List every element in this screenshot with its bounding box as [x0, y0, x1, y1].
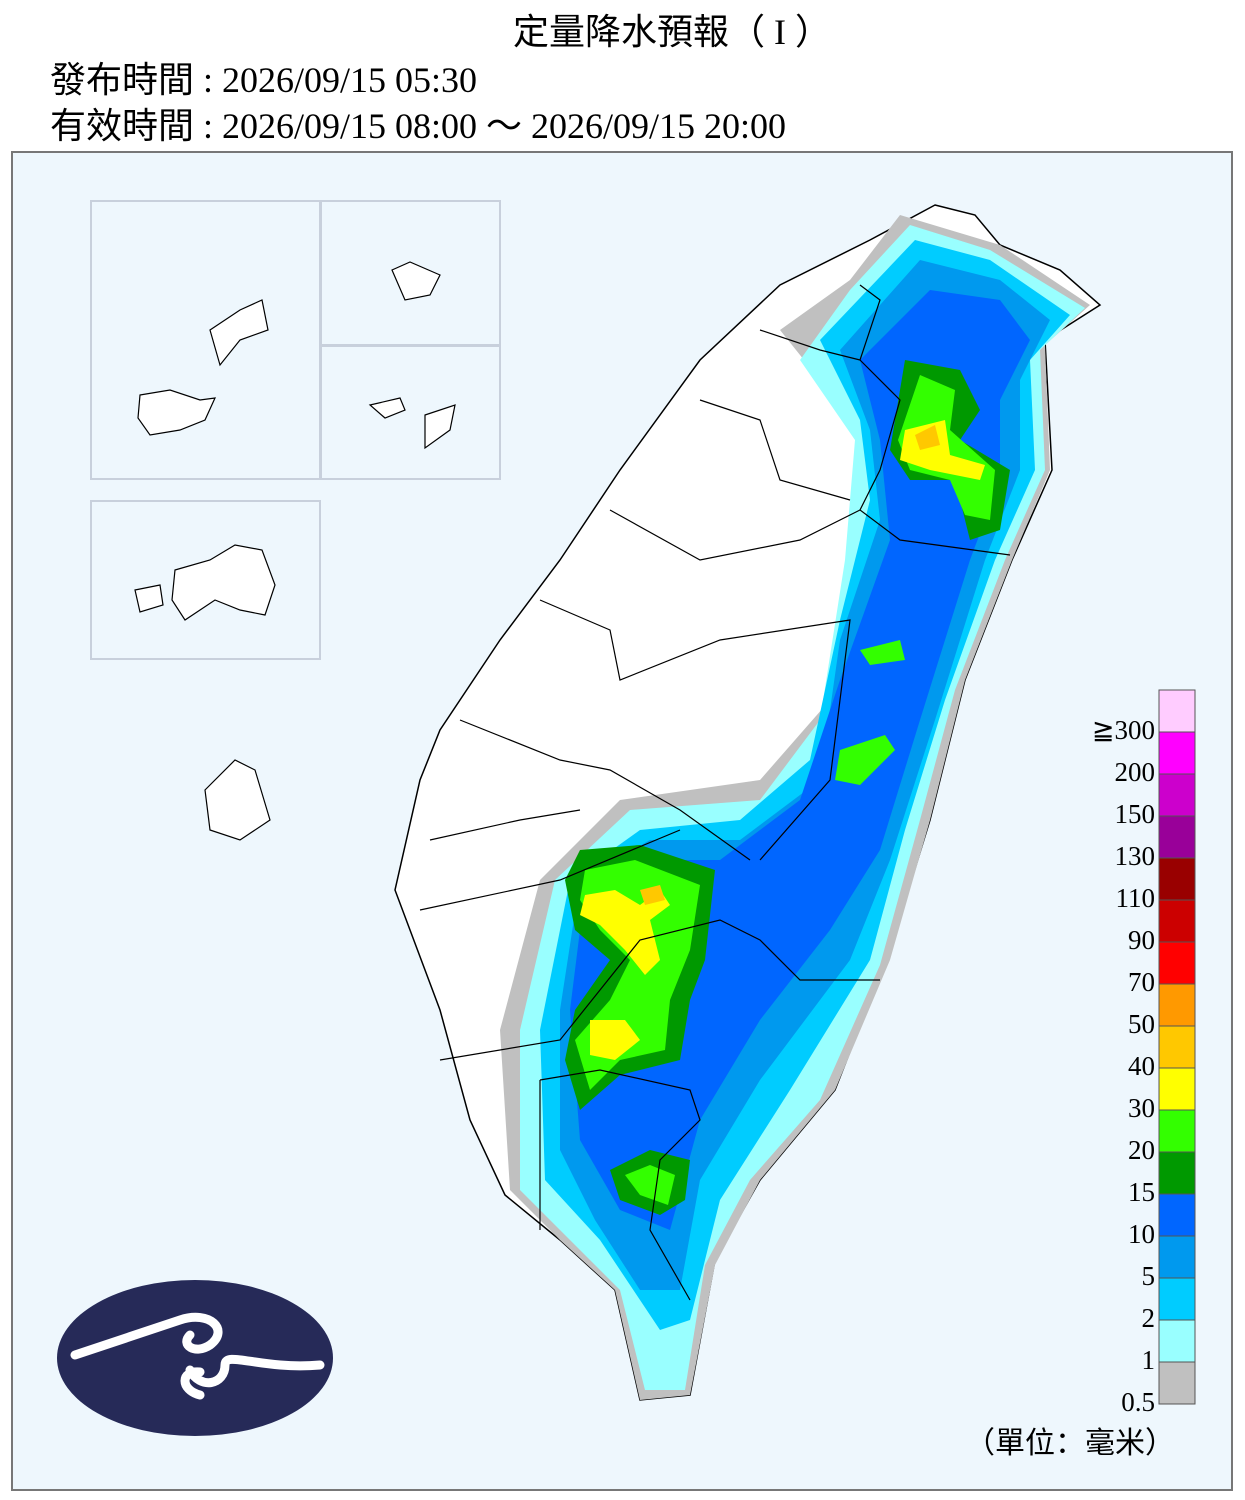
legend-swatch — [1158, 689, 1196, 733]
legend-swatch — [1158, 1109, 1196, 1153]
legend-swatch — [1158, 731, 1196, 775]
legend-swatch — [1158, 983, 1196, 1027]
legend-swatch — [1158, 1319, 1196, 1363]
legend-label: 150 — [1115, 799, 1156, 829]
legend-label: 10 — [1128, 1219, 1155, 1249]
cwa-logo — [57, 1280, 333, 1436]
legend-label: 110 — [1116, 883, 1156, 913]
legend-swatch — [1158, 1067, 1196, 1111]
legend-unit: （單位：毫米） — [965, 1427, 1175, 1460]
legend-label: 2 — [1142, 1303, 1156, 1333]
legend-label: 50 — [1128, 1009, 1155, 1039]
rain-areas — [500, 215, 1090, 1400]
legend-swatch — [1158, 1277, 1196, 1321]
issued-time: 發布時間 : 2026/09/15 05:30 — [50, 60, 477, 100]
legend: （單位：毫米） ≧3002001501301109070504030201510… — [965, 689, 1196, 1460]
title: 定量降水預報（ I ） — [513, 12, 831, 52]
legend-swatch — [1158, 1193, 1196, 1237]
legend-label: ≧300 — [1092, 715, 1155, 745]
valid-time: 有效時間 : 2026/09/15 08:00 ～ 2026/09/15 20:… — [50, 106, 786, 146]
legend-label: 130 — [1115, 841, 1156, 871]
islands — [134, 261, 456, 841]
legend-label: 200 — [1115, 757, 1156, 787]
legend-label: 0.5 — [1121, 1387, 1155, 1417]
legend-label: 20 — [1128, 1135, 1155, 1165]
legend-swatch — [1158, 899, 1196, 943]
legend-label: 30 — [1128, 1093, 1155, 1123]
legend-swatch — [1158, 857, 1196, 901]
legend-swatch — [1158, 1361, 1196, 1405]
legend-label: 90 — [1128, 925, 1155, 955]
legend-swatch — [1158, 1025, 1196, 1069]
inset-frames — [90, 200, 501, 660]
legend-label: 5 — [1142, 1261, 1156, 1291]
legend-swatch — [1158, 773, 1196, 817]
legend-swatch — [1158, 815, 1196, 859]
legend-swatch — [1158, 1235, 1196, 1279]
legend-label: 1 — [1142, 1345, 1156, 1375]
legend-swatch — [1158, 941, 1196, 985]
legend-label: 15 — [1128, 1177, 1155, 1207]
legend-label: 70 — [1128, 967, 1155, 997]
legend-label: 40 — [1128, 1051, 1155, 1081]
legend-swatch — [1158, 1151, 1196, 1195]
county-borders — [419, 284, 1011, 1301]
